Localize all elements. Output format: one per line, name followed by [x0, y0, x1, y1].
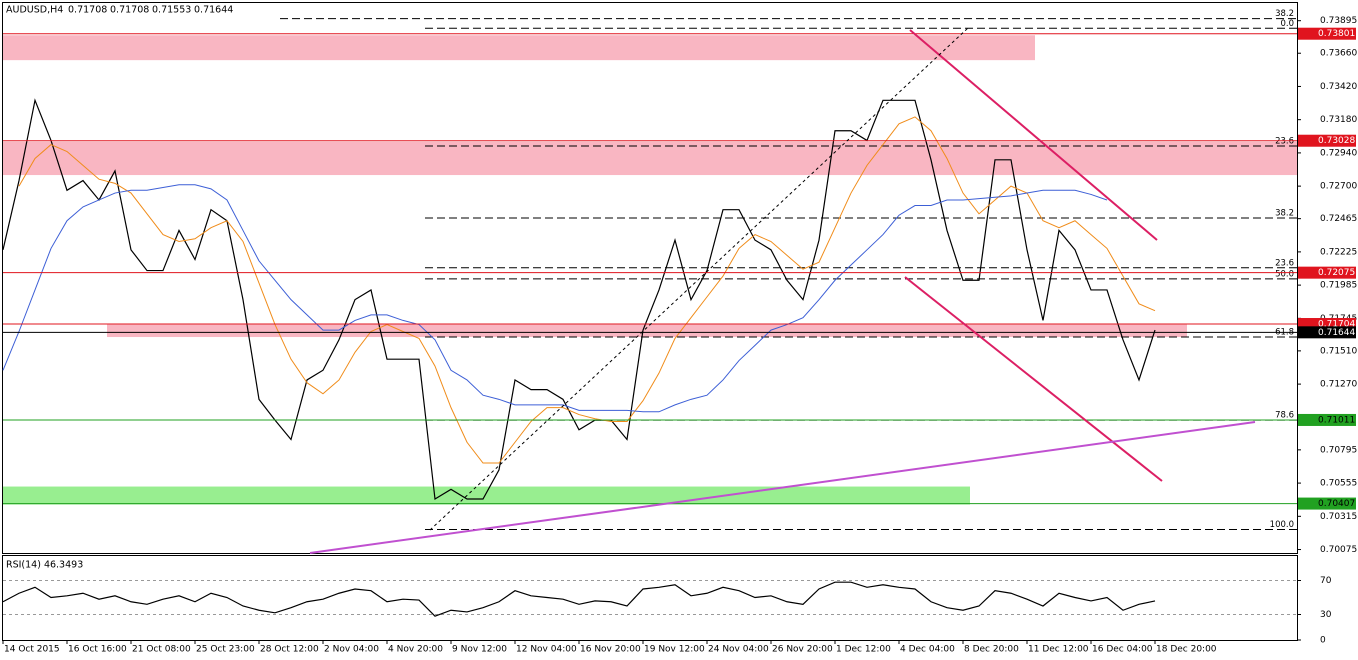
- x-tick-label: 4 Dec 04:00: [900, 645, 955, 655]
- price-box-label: 0.71011: [1318, 415, 1355, 425]
- price-box: [1298, 134, 1356, 147]
- y-tick-label: 0.73895: [1320, 16, 1357, 26]
- y-tick-label: 0.71985: [1320, 281, 1357, 291]
- y-tick-label: 70: [1320, 576, 1332, 586]
- price-panel: [2, 2, 1298, 554]
- price-box-label: 0.71644: [1318, 328, 1355, 338]
- price-box-label: 0.72075: [1318, 268, 1355, 278]
- price-box-label: 0.71704: [1318, 320, 1355, 330]
- zone: [3, 486, 970, 505]
- series-line: [2, 98, 1156, 501]
- x-tick-label: 4 Nov 20:00: [388, 645, 443, 655]
- x-tick-label: 1 Dec 12:00: [836, 645, 891, 655]
- x-tick-label: 25 Oct 23:00: [196, 645, 255, 655]
- fib-label: 23.6: [1275, 258, 1294, 268]
- zone: [3, 35, 1035, 61]
- y-tick-label: 0.70555: [1320, 479, 1357, 489]
- x-tick-label: 9 Nov 12:00: [452, 645, 507, 655]
- fib-label: 0.0: [1280, 19, 1294, 29]
- ohlc-value: 0.71553: [152, 5, 191, 16]
- zone: [3, 141, 1297, 176]
- ohlc-value: 0.71708: [68, 5, 107, 16]
- fib-label: 38.2: [1275, 208, 1294, 218]
- trend-line: [909, 29, 1158, 241]
- y-tick-label: 0.72465: [1320, 214, 1357, 224]
- x-tick-label: 24 Nov 04:00: [708, 645, 769, 655]
- fib-label: 100.0: [1270, 520, 1294, 530]
- trend-line: [904, 276, 1163, 482]
- price-box-label: 0.73801: [1318, 29, 1355, 39]
- price-box-label: 0.70407: [1318, 499, 1355, 509]
- x-tick-label: 18 Dec 20:00: [1156, 645, 1217, 655]
- series-line: [2, 184, 1108, 413]
- y-tick-label: 0.72225: [1320, 247, 1357, 257]
- x-tick-label: 21 Oct 08:00: [132, 645, 191, 655]
- x-tick-label: 8 Dec 20:00: [964, 645, 1019, 655]
- rsi-title: RSI(14) 46.3493: [6, 560, 83, 571]
- y-tick-label: 0.73660: [1320, 49, 1357, 59]
- trend-line: [309, 421, 1256, 554]
- price-box-label: 0.73028: [1318, 136, 1355, 146]
- zone: [107, 324, 1187, 338]
- x-tick-label: 16 Oct 16:00: [68, 645, 127, 655]
- y-tick-label: 0: [1320, 636, 1326, 646]
- price-box: [1298, 326, 1356, 339]
- price-box: [1298, 413, 1356, 426]
- x-tick-label: 26 Nov 20:00: [772, 645, 833, 655]
- series-line: [2, 581, 1156, 617]
- ohlc-value: 0.71644: [194, 5, 233, 16]
- y-tick-label: 0.70795: [1320, 445, 1357, 455]
- x-tick-label: 12 Nov 04:00: [516, 645, 577, 655]
- y-tick-label: 0.73420: [1320, 82, 1357, 92]
- fib-label: 38.2: [1275, 9, 1294, 19]
- y-tick-label: 0.72700: [1320, 182, 1357, 192]
- header: AUDUSD,H4: [6, 5, 63, 16]
- fib-label: 50.0: [1275, 269, 1294, 279]
- series-line: [18, 116, 1156, 464]
- y-tick-label: 0.70315: [1320, 512, 1357, 522]
- fib-label: 78.6: [1275, 411, 1294, 421]
- y-tick-label: 0.70075: [1320, 545, 1357, 555]
- price-box: [1298, 497, 1356, 510]
- y-tick-label: 0.73180: [1320, 115, 1357, 125]
- x-tick-label: 28 Oct 12:00: [260, 645, 319, 655]
- fib-label: 23.6: [1275, 136, 1294, 146]
- rsi-panel: [2, 555, 1298, 641]
- symbol: AUDUSD,H4: [6, 5, 63, 16]
- x-tick-label: 11 Dec 12:00: [1028, 645, 1089, 655]
- x-tick-label: 16 Nov 20:00: [580, 645, 641, 655]
- ohlc-value: 0.71708: [110, 5, 149, 16]
- y-tick-label: 0.72940: [1320, 148, 1357, 158]
- y-tick-label: 0.71510: [1320, 346, 1357, 356]
- price-box: [1298, 27, 1356, 40]
- x-tick-label: 19 Nov 12:00: [644, 645, 705, 655]
- y-tick-label: 30: [1320, 610, 1332, 620]
- y-tick-label: 0.71270: [1320, 380, 1357, 390]
- fib-anchor-line: [429, 27, 969, 531]
- x-tick-label: 16 Dec 04:00: [1092, 645, 1153, 655]
- x-tick-label: 14 Oct 2015: [4, 645, 60, 655]
- price-box: [1298, 266, 1356, 279]
- x-tick-label: 2 Nov 04:00: [324, 645, 379, 655]
